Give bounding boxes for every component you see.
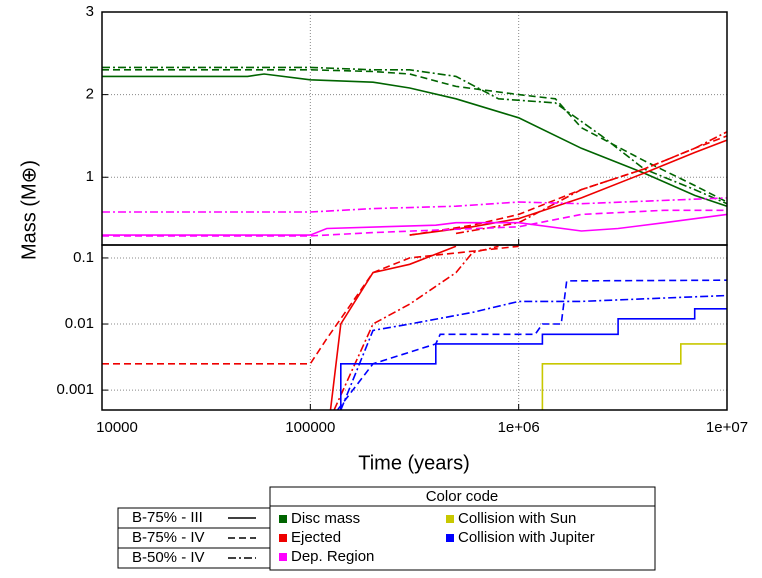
series-line	[102, 213, 727, 236]
series-line	[102, 73, 727, 207]
plot-frame	[101, 244, 728, 411]
legend-color-label: Collision with Sun	[458, 510, 576, 527]
series-line	[409, 139, 727, 236]
series-line	[336, 279, 727, 410]
y-tick-label: 0.1	[73, 249, 94, 266]
series-line	[102, 245, 519, 365]
plot-frame	[101, 11, 728, 246]
legend-color-label: Collision with Jupiter	[458, 529, 595, 546]
y-axis-label: Mass (M⊕)	[18, 160, 40, 260]
y-tick-label: 0.001	[56, 381, 94, 398]
y-tick-label: 1	[86, 168, 94, 185]
series-line	[333, 245, 499, 410]
x-tick-label: 1e+06	[498, 419, 540, 436]
plot-area	[102, 66, 727, 237]
series-line	[102, 69, 727, 203]
legend-style-label: B-75% - III	[132, 509, 203, 526]
series-line	[329, 245, 457, 410]
series-line	[102, 197, 727, 213]
legend-color-title: Color code	[426, 488, 499, 505]
y-tick-label: 0.01	[65, 315, 94, 332]
legend-swatch	[446, 515, 454, 523]
y-tick-label: 2	[86, 86, 94, 103]
legend-swatch	[279, 553, 287, 561]
series-line	[340, 308, 727, 410]
legend-color-label: Ejected	[291, 529, 341, 546]
legend-swatch	[446, 534, 454, 542]
series-line	[102, 66, 727, 205]
legend-style-label: B-50% - IV	[132, 549, 205, 566]
series-line	[455, 131, 727, 235]
legend-style-label: B-75% - IV	[132, 529, 205, 546]
x-tick-label: 1e+07	[706, 419, 748, 436]
series-line	[102, 209, 727, 237]
legend-swatch	[279, 534, 287, 542]
legend-swatch	[279, 515, 287, 523]
x-tick-label: 100000	[285, 419, 335, 436]
legend-color-cell	[269, 505, 656, 571]
plot-area	[102, 245, 727, 410]
x-axis-label: Time (years)	[358, 452, 469, 474]
y-tick-label: 3	[86, 3, 94, 20]
series-line	[541, 343, 727, 410]
legend-color-label: Dep. Region	[291, 548, 374, 565]
series-line	[340, 294, 727, 410]
legend-color-label: Disc mass	[291, 510, 360, 527]
x-tick-label: 10000	[96, 419, 138, 436]
